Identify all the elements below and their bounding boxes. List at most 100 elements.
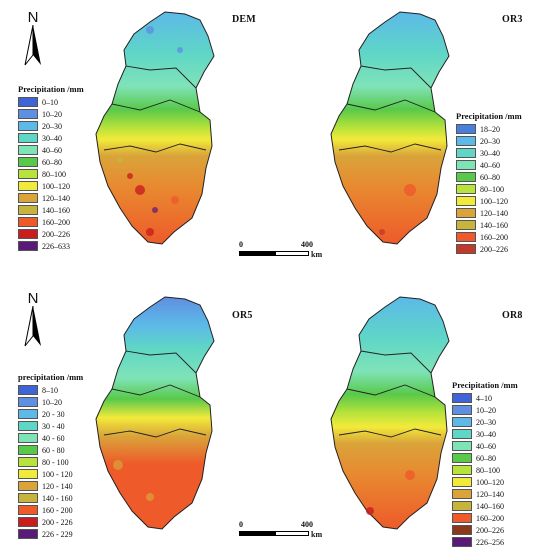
precipitation-map-or5 [95,296,215,530]
north-arrow: N [23,291,43,355]
legend-label: 200–226 [42,229,70,239]
legend-swatch [452,441,472,451]
legend-label: 120 - 140 [42,481,73,491]
legend-item: 200–226 [18,228,84,240]
legend-item: 20–30 [456,135,522,147]
legend-swatch [456,136,476,146]
legend-item: 8–10 [18,384,83,396]
legend-label: 20–30 [476,417,496,427]
legend-item: 226–633 [18,240,84,252]
panel-or5: N OR5 precipitation / [0,275,270,550]
legend-label: 80–100 [42,169,66,179]
legend-label: 60 - 80 [42,445,65,455]
legend-swatch [452,525,472,535]
legend-item: 140 - 160 [18,492,83,504]
legend-label: 226–256 [476,537,504,547]
legend-label: 120–140 [42,193,70,203]
legend-item: 10–20 [18,396,83,408]
legend-label: 30 - 40 [42,421,65,431]
panel-or3: OR3 Precipitation /mm 18–20 20–30 30–40 40–… [239,0,539,275]
legend-item: 200–226 [452,524,518,536]
legend-label: 10–20 [42,109,62,119]
scalebar-unit: km [311,530,323,539]
legend-label: 160–200 [476,513,504,523]
legend-label: 160–200 [42,217,70,227]
legend-item: 18–20 [456,123,522,135]
scalebar-black [239,531,275,536]
legend-swatch [18,241,38,251]
panel-or8: OR8 Precipitation /mm 4–10 10–20 20–30 30–4… [239,275,539,550]
legend-swatch [456,148,476,158]
legend-swatch [452,405,472,415]
legend-item: 100–120 [452,476,518,488]
legend-swatch [456,184,476,194]
panel-title: OR5 [232,310,253,321]
legend-swatch [456,172,476,182]
legend-item: 40–60 [18,144,84,156]
legend-swatch [18,97,38,107]
legend-label: 226 - 229 [42,529,73,539]
panel-dem: N DEM [0,0,270,275]
panel-title: OR3 [502,14,523,25]
legend-label: 30–40 [476,429,496,439]
legend-label: 18–20 [480,124,500,134]
legend-item: 20–30 [18,120,84,132]
scalebar-end: 400 [301,240,313,249]
precipitation-map-dem [95,11,215,245]
legend-swatch [18,109,38,119]
scalebar-white [275,251,309,256]
legend-swatch [452,501,472,511]
legend-item: 100–120 [18,180,84,192]
precipitation-map-or8 [330,296,450,530]
legend-label: 4–10 [476,393,492,403]
legend-item: 80 - 100 [18,456,83,468]
legend-item: 4–10 [452,392,518,404]
legend-label: 20–30 [42,121,62,131]
legend-title: Precipitation /mm [452,380,518,390]
north-letter: N [27,9,39,26]
legend-swatch [18,121,38,131]
legend-item: 30–40 [456,147,522,159]
legend-label: 100 - 120 [42,469,73,479]
legend-item: 200 - 226 [18,516,83,528]
legend-swatch [456,232,476,242]
legend-swatch [456,220,476,230]
legend-swatch [18,529,38,539]
legend-swatch [18,421,38,431]
legend-label: 40 - 60 [42,433,65,443]
legend-swatch [18,397,38,407]
legend-label: 80–100 [480,184,504,194]
legend-swatch [18,493,38,503]
legend-swatch [18,229,38,239]
region-shape [330,11,450,245]
legend-swatch [18,433,38,443]
legend-swatch [18,181,38,191]
legend-label: 30–40 [42,133,62,143]
legend-swatch [452,393,472,403]
legend-swatch [18,193,38,203]
legend-label: 8–10 [42,385,58,395]
legend-item: 80–100 [456,183,522,195]
legend-item: 140–160 [456,219,522,231]
legend-item: 200–226 [456,243,522,255]
legend-label: 60–80 [480,172,500,182]
legend-swatch [452,417,472,427]
legend-swatch [18,133,38,143]
region-shape [95,296,215,530]
legend-item: 10–20 [18,108,84,120]
legend-label: 40–60 [480,160,500,170]
legend-label: 10–20 [476,405,496,415]
legend-item: 140–160 [18,204,84,216]
legend-label: 100–120 [476,477,504,487]
legend-swatch [452,477,472,487]
legend-label: 140–160 [42,205,70,215]
legend-label: 160 - 200 [42,505,73,515]
legend-label: 140 - 160 [42,493,73,503]
legend-label: 200–226 [480,244,508,254]
legend-label: 0–10 [42,97,58,107]
legend-swatch [18,517,38,527]
legend-item: 30–40 [452,428,518,440]
legend-swatch [452,453,472,463]
legend-label: 40–60 [42,145,62,155]
scalebar-start: 0 [239,240,243,249]
